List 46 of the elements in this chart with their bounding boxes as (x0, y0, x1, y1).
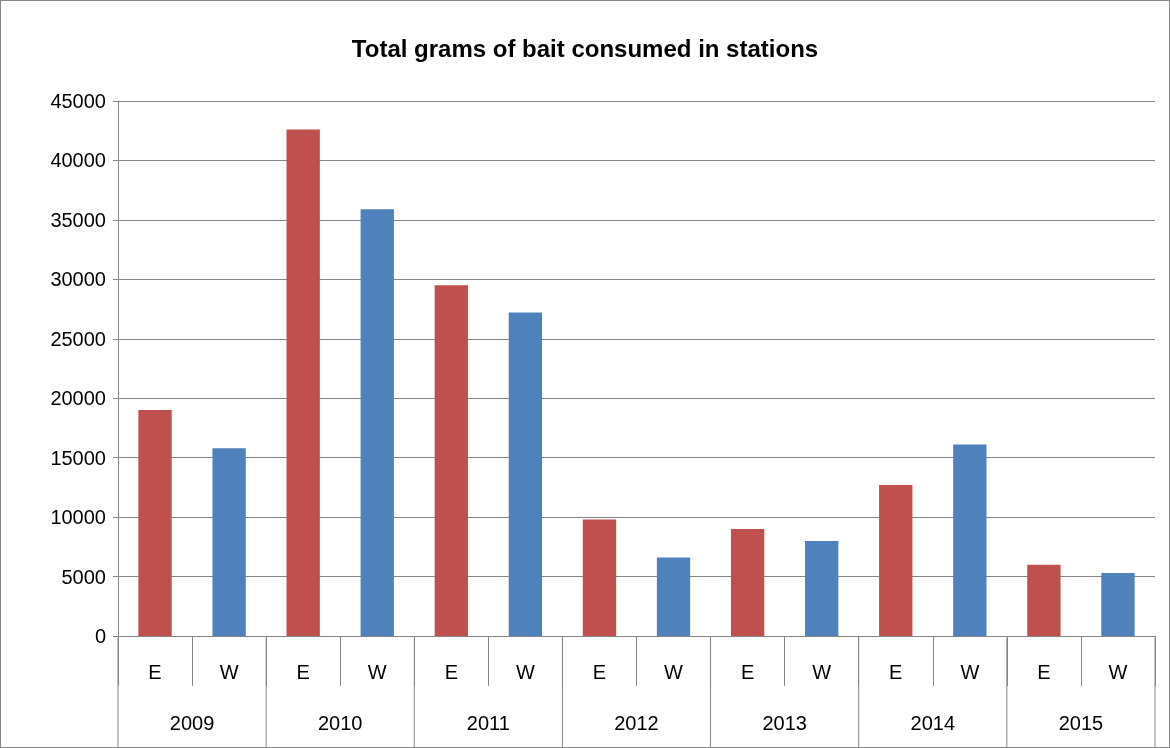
bar (360, 209, 394, 636)
text: 2015 (1058, 712, 1104, 734)
x-tick-label: W (664, 661, 684, 683)
x-tick-label: E (444, 661, 458, 683)
x-tick-label: E (740, 661, 755, 683)
y-tick-label: 40000 (50, 149, 106, 172)
bar (1027, 564, 1061, 636)
y-tick-label: 0 (94, 625, 106, 647)
x-tick-label: W (367, 661, 387, 683)
text: 2009 (169, 712, 215, 734)
bar (582, 519, 617, 636)
text: 2014 (910, 712, 956, 734)
y-tick-label: 30000 (50, 268, 106, 291)
x-tick-label: W (219, 661, 239, 683)
bar (434, 285, 468, 636)
y-tick-label: 5000 (61, 565, 106, 588)
y-tick-label: 25000 (50, 327, 106, 350)
y-tick-label: 20000 (50, 387, 106, 410)
bar (730, 529, 765, 636)
x-tick-label: E (889, 661, 903, 683)
x-tick-label: E (1037, 661, 1051, 683)
bar (508, 312, 543, 636)
x-tick-label: W (515, 661, 535, 683)
text: 2010 (317, 712, 363, 734)
bar (805, 540, 839, 636)
chart-title: Total grams of bait consumed in stations (351, 34, 819, 62)
x-tick-label: W (812, 661, 832, 683)
x-tick-label: E (296, 661, 310, 683)
bar (953, 444, 987, 636)
text: 2013 (762, 712, 807, 734)
x-tick-label: W (1108, 661, 1128, 683)
y-tick-label: 10000 (50, 506, 106, 529)
y-tick-label: 45000 (50, 90, 106, 112)
bar (1101, 572, 1135, 636)
x-tick-label: W (960, 661, 980, 683)
bar (656, 557, 691, 636)
bar (286, 129, 320, 636)
bar (879, 485, 913, 636)
text: 2012 (614, 712, 659, 734)
text: 2011 (466, 712, 510, 734)
bar (212, 448, 246, 636)
bar (138, 410, 172, 636)
x-tick-label: E (148, 661, 162, 683)
y-tick-label: 15000 (50, 446, 106, 469)
x-tick-label: E (592, 661, 607, 683)
y-tick-label: 35000 (50, 208, 106, 231)
